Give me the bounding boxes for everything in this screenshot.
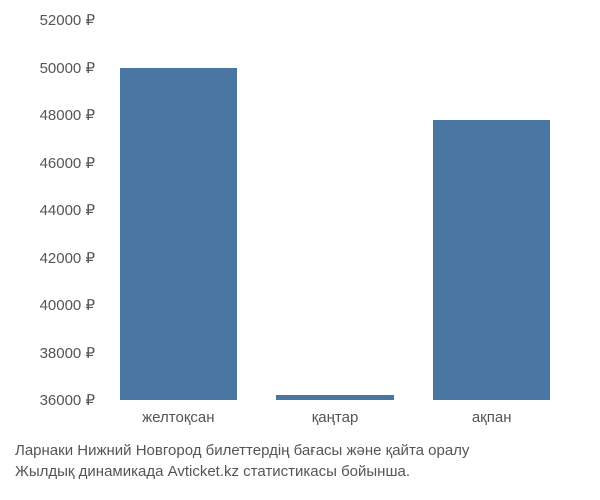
- y-tick-label: 48000 ₽: [40, 106, 95, 124]
- y-tick-label: 38000 ₽: [40, 344, 95, 362]
- bar: [120, 68, 238, 401]
- chart-caption: Ларнаки Нижний Новгород билеттердің баға…: [15, 440, 469, 482]
- bar: [276, 395, 394, 400]
- plot-area: [100, 20, 570, 400]
- x-tick-label: қаңтар: [312, 409, 359, 426]
- y-tick-label: 36000 ₽: [40, 391, 95, 409]
- x-tick-label: ақпан: [472, 409, 512, 426]
- x-axis: желтоқсан қаңтар ақпан: [100, 405, 570, 435]
- caption-line-1: Ларнаки Нижний Новгород билеттердің баға…: [15, 440, 469, 461]
- bar: [433, 120, 551, 400]
- y-tick-label: 44000 ₽: [40, 201, 95, 219]
- y-tick-label: 52000 ₽: [40, 11, 95, 29]
- y-tick-label: 50000 ₽: [40, 59, 95, 77]
- x-tick-label: желтоқсан: [142, 409, 214, 426]
- chart-container: 36000 ₽ 38000 ₽ 40000 ₽ 42000 ₽ 44000 ₽ 46000…: [0, 0, 600, 500]
- y-tick-label: 42000 ₽: [40, 249, 95, 267]
- caption-line-2: Жылдық динамикада Avticket.kz статистика…: [15, 461, 469, 482]
- y-tick-label: 40000 ₽: [40, 296, 95, 314]
- y-tick-label: 46000 ₽: [40, 154, 95, 172]
- y-axis: 36000 ₽38000 ₽40000 ₽42000 ₽44000 ₽46000…: [0, 20, 95, 400]
